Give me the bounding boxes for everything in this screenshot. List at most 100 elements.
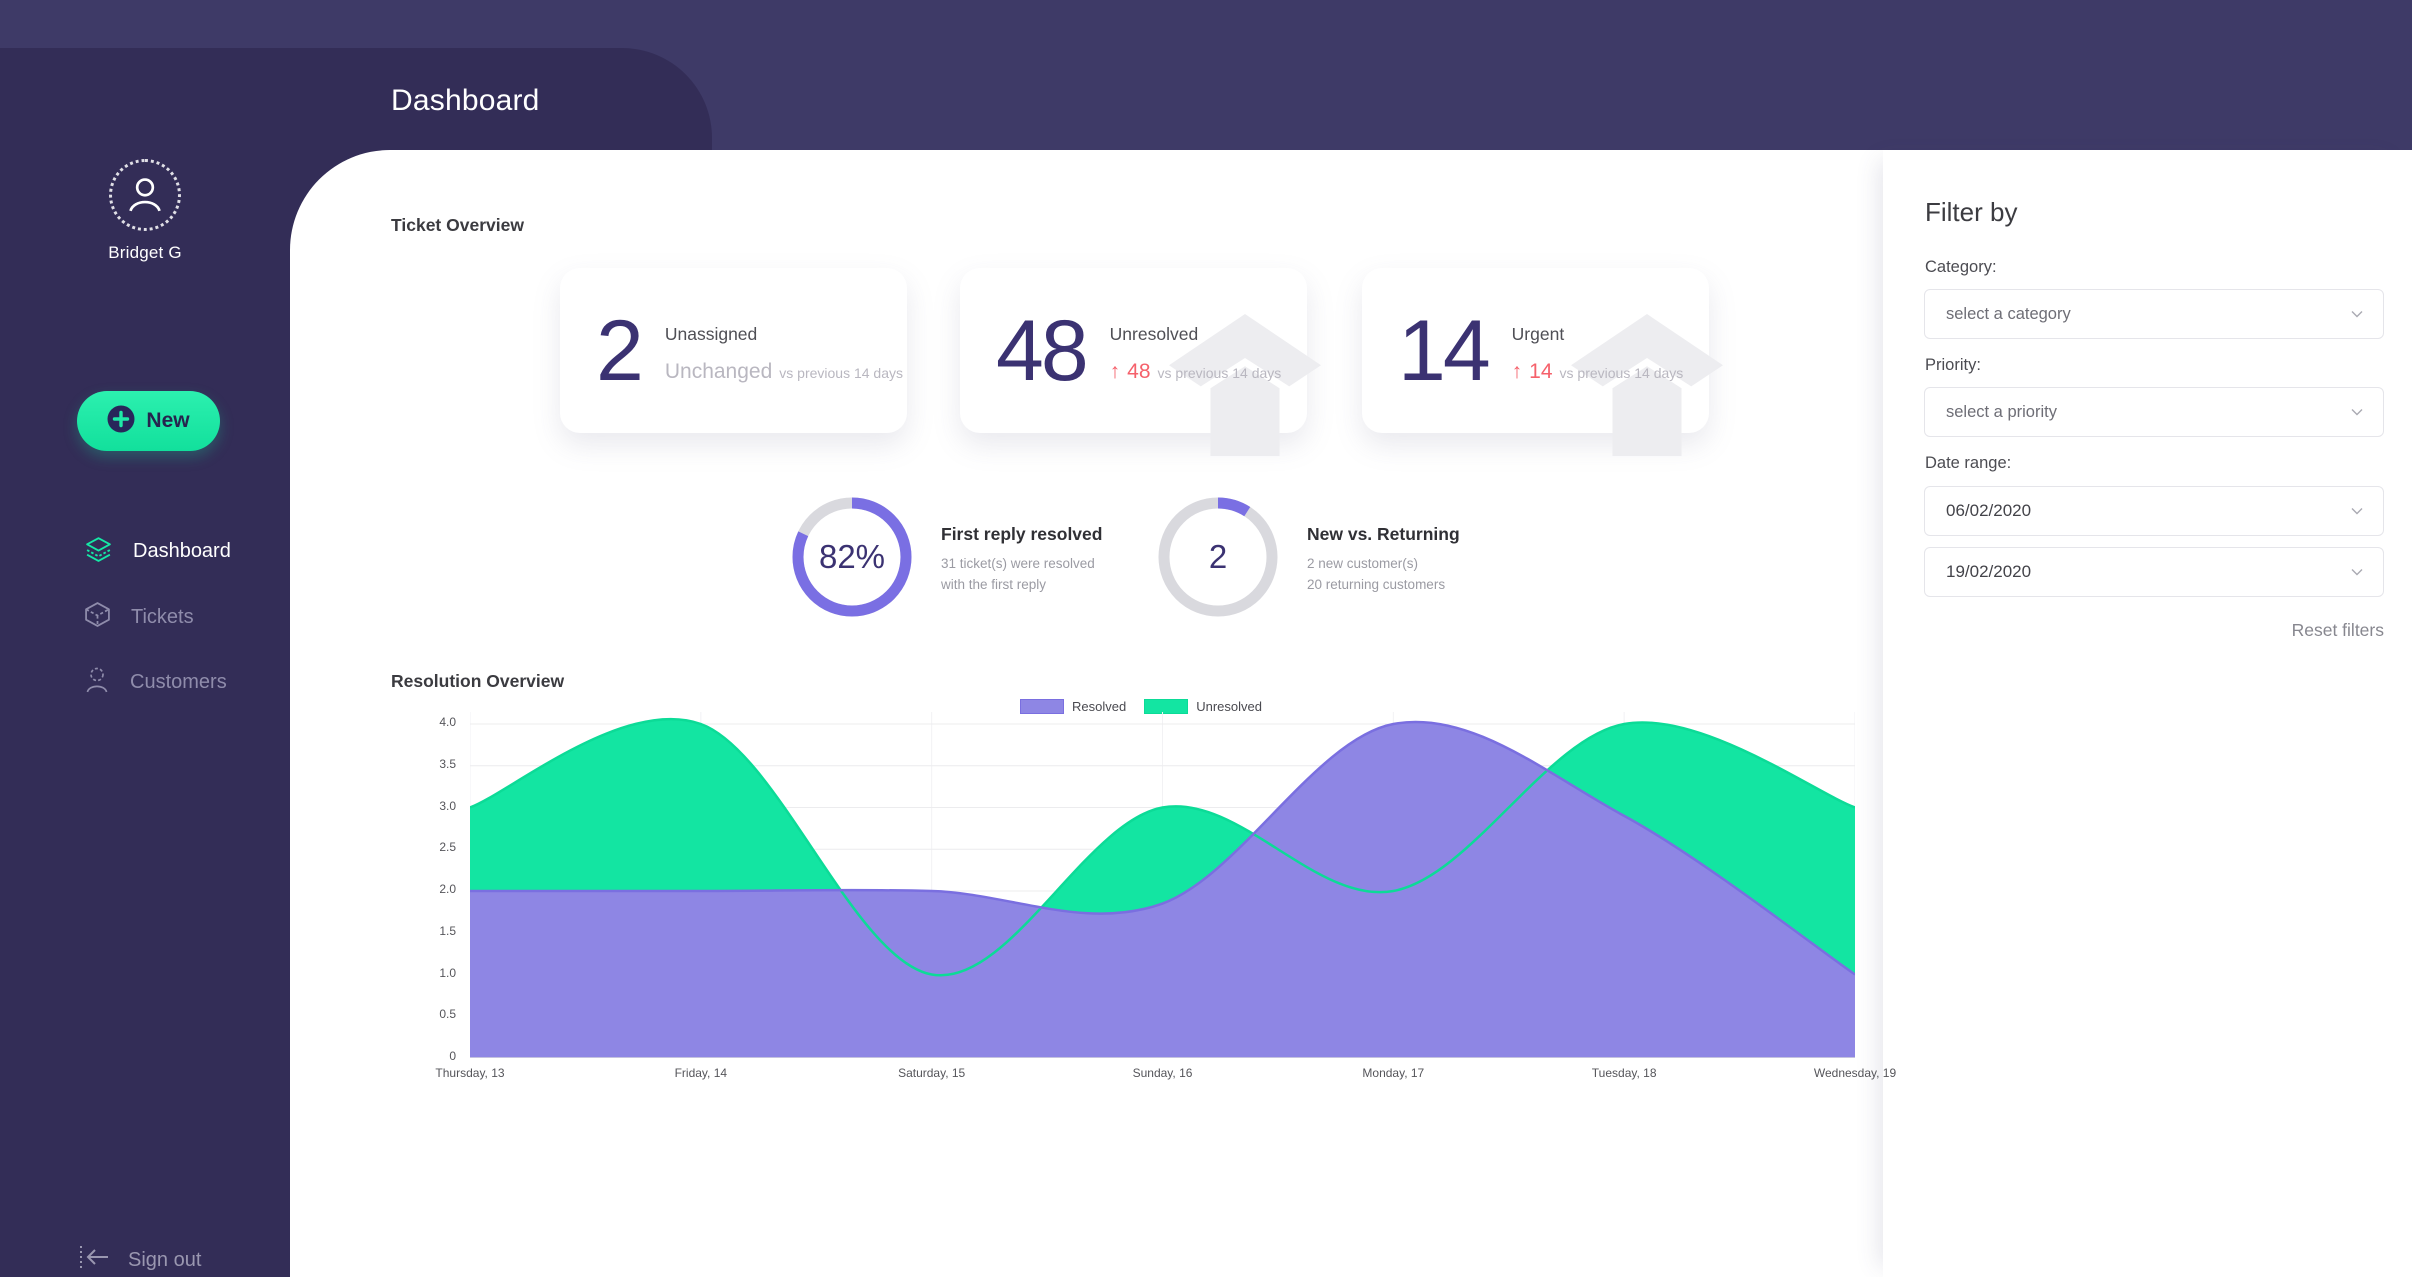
priority-select[interactable]: select a priority — [1924, 387, 2384, 437]
x-axis-label: Friday, 14 — [674, 1066, 728, 1080]
trend-up-icon: ↑ — [1511, 359, 1523, 383]
x-axis-label: Sunday, 16 — [1132, 1066, 1193, 1080]
y-axis-label: 4.0 — [439, 715, 456, 729]
priority-select-value: select a priority — [1946, 402, 2057, 421]
cube-icon — [84, 601, 111, 634]
category-select[interactable]: select a category — [1924, 289, 2384, 339]
stat-card-unassigned: 2 Unassigned Unchanged vs previous 14 da… — [560, 268, 907, 433]
first-reply-texts: First reply resolved 31 ticket(s) were r… — [941, 524, 1221, 596]
new-vs-returning-donut: 2 — [1154, 493, 1282, 621]
trend-up-icon: ↑ — [1109, 359, 1121, 383]
stat-label: Urgent — [1511, 323, 1565, 344]
change-value: Unchanged — [664, 359, 773, 383]
stat-card-urgent: 14 Urgent ↑ 14 vs previous 14 days — [1362, 268, 1723, 456]
donut-arc — [792, 497, 912, 617]
date-to-input[interactable]: 19/02/2020 — [1924, 547, 2384, 597]
y-axis-label: 1.5 — [439, 923, 456, 938]
stat-title: First reply resolved — [941, 524, 1103, 544]
sidebar-item-label: Dashboard — [133, 540, 231, 562]
chevron-down-icon — [2351, 403, 2363, 421]
category-select-value: select a category — [1946, 304, 2071, 323]
stat-label: Unassigned — [664, 323, 758, 344]
resolved-swatch — [1020, 699, 1064, 714]
resolution-overview-title: Resolution Overview — [391, 671, 565, 691]
chevron-down-icon — [2351, 502, 2363, 520]
change-suffix: vs previous 14 days — [779, 364, 903, 381]
sign-out-label: Sign out — [128, 1248, 202, 1271]
user-icon — [126, 174, 164, 217]
chart-y-axis: 0 0.5 1.0 1.5 2.0 2.5 3.0 3.5 4.0 — [380, 710, 456, 1063]
change-value: 48 — [1127, 359, 1151, 383]
legend-item-resolved[interactable]: Resolved — [1020, 699, 1126, 714]
sign-out-button[interactable]: Sign out — [78, 1243, 201, 1277]
chevron-down-icon — [2351, 563, 2363, 581]
new-button-label: New — [146, 409, 190, 432]
resolution-area-chart — [470, 712, 1855, 1058]
page-title: Dashboard — [391, 84, 540, 117]
plus-circle-icon — [107, 405, 135, 438]
date-to-value: 19/02/2020 — [1946, 562, 2032, 581]
layers-icon — [84, 534, 113, 569]
x-axis-label: Thursday, 13 — [435, 1066, 505, 1080]
stat-value: 14 — [1398, 302, 1491, 399]
filter-title: Filter by — [1925, 197, 2018, 227]
legend-label: Unresolved — [1196, 699, 1262, 714]
y-axis-label: 1.0 — [439, 965, 456, 980]
sidebar-item-label: Customers — [130, 671, 227, 693]
change-suffix: vs previous 14 days — [1157, 364, 1282, 381]
y-axis-label: 3.5 — [439, 756, 456, 771]
x-axis-label: Tuesday, 18 — [1591, 1066, 1657, 1080]
chart-x-axis: Thursday, 13 Friday, 14 Saturday, 15 Sunday… — [435, 1066, 1896, 1086]
sidebar-item-label: Tickets — [131, 606, 194, 628]
stat-line: 2 new customer(s) — [1307, 556, 1419, 571]
change-value: 14 — [1529, 359, 1553, 383]
ticket-overview-title: Ticket Overview — [391, 215, 524, 235]
sign-out-icon — [78, 1243, 112, 1277]
donut-center-value: 82% — [818, 538, 886, 575]
stat-label: Unresolved — [1109, 323, 1199, 344]
sidebar-item-dashboard[interactable]: Dashboard — [0, 518, 290, 585]
avatar — [109, 159, 181, 231]
x-axis-label: Saturday, 15 — [898, 1066, 966, 1080]
resolved-line — [470, 720, 1855, 976]
sidebar: Bridget G New Dashboard — [0, 48, 290, 1277]
stat-value: 48 — [996, 302, 1089, 399]
x-axis-label: Monday, 17 — [1362, 1066, 1425, 1080]
first-reply-donut: 82% — [788, 493, 916, 621]
sidebar-item-customers[interactable]: Customers — [0, 650, 290, 715]
arrow-up-watermark-icon — [1571, 314, 1723, 456]
date-from-value: 06/02/2020 — [1946, 501, 2032, 520]
sidebar-nav: Dashboard Tickets Customers — [0, 518, 290, 715]
person-icon — [84, 666, 110, 699]
date-range-label: Date range: — [1925, 454, 2012, 472]
legend-label: Resolved — [1072, 699, 1127, 714]
y-axis-label: 3.0 — [439, 798, 456, 813]
stat-title: New vs. Returning — [1307, 524, 1460, 544]
chart-legend: Resolved Unresolved — [1020, 699, 1262, 714]
user-name: Bridget G — [108, 243, 182, 262]
arrow-up-watermark-icon — [1169, 314, 1321, 456]
x-axis-label: Wednesday, 19 — [1813, 1066, 1897, 1080]
reset-filters-link[interactable]: Reset filters — [2291, 620, 2384, 640]
unresolved-line — [470, 717, 1855, 977]
y-axis-label: 0 — [449, 1049, 456, 1063]
date-from-input[interactable]: 06/02/2020 — [1924, 486, 2384, 536]
y-axis-label: 2.5 — [439, 840, 456, 855]
change-suffix: vs previous 14 days — [1559, 364, 1684, 381]
donut-arc — [1158, 497, 1278, 617]
sidebar-item-tickets[interactable]: Tickets — [0, 585, 290, 650]
category-label: Category: — [1925, 258, 1997, 276]
stat-line: 31 ticket(s) were resolved — [941, 556, 1095, 571]
donut-center-value: 2 — [1208, 538, 1228, 575]
priority-label: Priority: — [1925, 356, 1981, 374]
legend-item-unresolved[interactable]: Unresolved — [1144, 699, 1262, 714]
stat-value: 2 — [596, 302, 644, 399]
y-axis-label: 0.5 — [439, 1007, 456, 1022]
stat-line: with the first reply — [941, 576, 1047, 592]
chevron-down-icon — [2351, 305, 2363, 323]
y-axis-label: 2.0 — [439, 882, 456, 896]
stat-line: 20 returning customers — [1307, 576, 1446, 592]
new-vs-returning-texts: New vs. Returning 2 new customer(s) 20 r… — [1307, 524, 1587, 596]
unresolved-swatch — [1144, 699, 1189, 714]
new-button[interactable]: New — [77, 391, 220, 451]
